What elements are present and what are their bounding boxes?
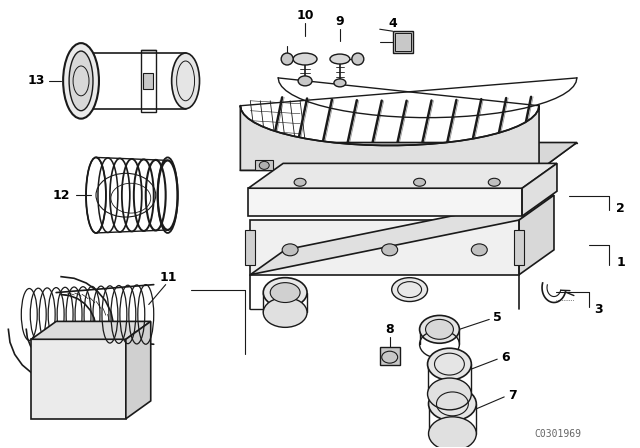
Text: 1: 1	[616, 256, 625, 269]
Ellipse shape	[294, 178, 306, 186]
Bar	[143, 73, 153, 89]
Ellipse shape	[334, 79, 346, 87]
Ellipse shape	[352, 53, 364, 65]
Ellipse shape	[330, 54, 350, 64]
Ellipse shape	[172, 53, 200, 109]
Text: 5: 5	[493, 311, 502, 324]
Polygon shape	[31, 321, 151, 339]
Ellipse shape	[413, 178, 426, 186]
Ellipse shape	[420, 315, 460, 343]
Ellipse shape	[429, 387, 476, 421]
Polygon shape	[241, 106, 539, 170]
Polygon shape	[522, 164, 557, 216]
Ellipse shape	[428, 378, 471, 410]
Ellipse shape	[281, 53, 293, 65]
Text: 9: 9	[335, 15, 344, 28]
Ellipse shape	[471, 244, 487, 256]
Ellipse shape	[293, 53, 317, 65]
Polygon shape	[250, 220, 519, 275]
Bar	[380, 347, 399, 365]
Polygon shape	[241, 142, 577, 170]
Ellipse shape	[298, 76, 312, 86]
Polygon shape	[245, 230, 255, 265]
Polygon shape	[126, 321, 151, 419]
Text: 2: 2	[616, 202, 625, 215]
Text: 8: 8	[385, 323, 394, 336]
Ellipse shape	[263, 297, 307, 327]
Text: 3: 3	[595, 303, 603, 316]
Ellipse shape	[270, 283, 300, 302]
Polygon shape	[248, 188, 522, 216]
Ellipse shape	[428, 348, 471, 380]
Text: 4: 4	[388, 17, 397, 30]
Ellipse shape	[392, 278, 428, 302]
Ellipse shape	[381, 244, 397, 256]
Bar	[141, 50, 156, 112]
Text: 11: 11	[160, 271, 177, 284]
Polygon shape	[250, 195, 554, 275]
Text: 13: 13	[28, 74, 45, 87]
Bar	[255, 160, 273, 170]
Ellipse shape	[259, 161, 269, 169]
Polygon shape	[514, 230, 524, 265]
Text: C0301969: C0301969	[534, 429, 581, 439]
Polygon shape	[248, 164, 557, 188]
Ellipse shape	[69, 51, 93, 111]
Bar	[395, 33, 411, 51]
Ellipse shape	[488, 178, 500, 186]
Text: 10: 10	[296, 9, 314, 22]
Polygon shape	[519, 195, 554, 275]
Text: 12: 12	[52, 189, 70, 202]
Ellipse shape	[429, 417, 476, 448]
Bar	[393, 31, 413, 53]
Ellipse shape	[282, 244, 298, 256]
Ellipse shape	[263, 278, 307, 307]
Text: 7: 7	[508, 389, 516, 402]
Polygon shape	[31, 339, 126, 419]
Ellipse shape	[63, 43, 99, 119]
Ellipse shape	[426, 319, 453, 339]
Text: 6: 6	[501, 351, 509, 364]
